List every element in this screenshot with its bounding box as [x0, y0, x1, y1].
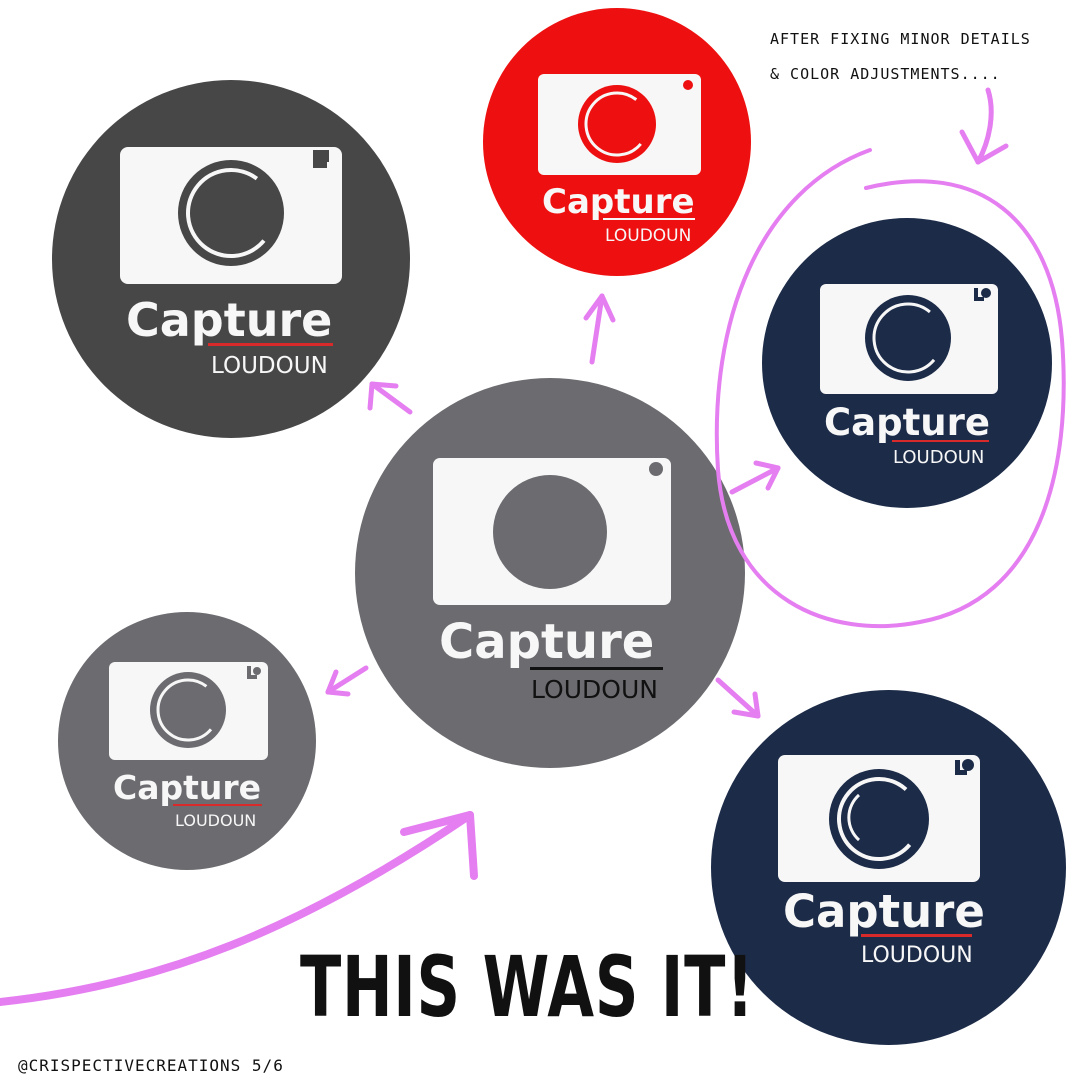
viewfinder-icon [683, 80, 693, 90]
viewfinder-icon [955, 759, 974, 775]
highlight-circle [714, 148, 1066, 629]
logo-red: Capture LOUDOUN [483, 8, 751, 276]
wordmark-underline [208, 343, 333, 346]
arrow-to-dark-gray-logo [367, 381, 413, 415]
region-wordmark: LOUDOUN [175, 811, 256, 830]
region-wordmark: LOUDOUN [531, 675, 658, 704]
region-wordmark: LOUDOUN [861, 943, 973, 968]
lens-c-icon [150, 672, 226, 748]
arrow-to-red-logo [583, 293, 616, 365]
brand-wordmark: Capture [824, 401, 990, 444]
viewfinder-icon [974, 288, 991, 301]
logo-dark-gray: Capture LOUDOUN [52, 80, 410, 438]
region-wordmark: LOUDOUN [893, 447, 984, 468]
lens-c-icon [578, 85, 656, 163]
viewfinder-icon [247, 666, 261, 679]
wordmark-underline [861, 934, 972, 937]
logo-gray-small: Capture LOUDOUN [58, 612, 316, 870]
viewfinder-icon [649, 462, 663, 476]
logo-navy: Capture LOUDOUN [762, 218, 1052, 508]
brand-wordmark: Capture [126, 293, 332, 347]
logo-navy-final: Capture LOUDOUN [711, 690, 1066, 1045]
annotation-line-1: AFTER FIXING MINOR DETAILS [770, 30, 1031, 48]
annotation-arrow [959, 87, 1009, 165]
brand-wordmark: Capture [113, 768, 261, 807]
wordmark-underline [892, 440, 989, 442]
lens-c-icon [178, 160, 284, 266]
brand-wordmark: Capture [542, 182, 695, 222]
wordmark-underline [173, 804, 262, 806]
brand-wordmark: Capture [439, 614, 654, 670]
headline: THIS WAS IT! [300, 938, 755, 1036]
lens-c-icon [865, 295, 951, 381]
lens-c-icon [829, 769, 929, 869]
logo-gray-original: Capture LOUDOUN [355, 378, 745, 768]
region-wordmark: LOUDOUN [605, 226, 691, 246]
wordmark-underline [603, 218, 695, 220]
footer-credit: @CRISPECTIVECREATIONS 5/6 [18, 1056, 284, 1075]
arrow-to-navy-logo [729, 460, 781, 495]
region-wordmark: LOUDOUN [211, 353, 328, 379]
arrow-to-gray-small-logo [325, 665, 369, 697]
wordmark-underline [530, 667, 663, 670]
big-sweep-arrow [0, 811, 478, 1006]
arrow-to-final-logo [715, 677, 761, 719]
viewfinder-icon [313, 150, 329, 168]
brand-wordmark: Capture [783, 885, 985, 938]
lens-icon [493, 475, 607, 589]
annotation-line-2: & COLOR ADJUSTMENTS.... [770, 65, 1001, 83]
